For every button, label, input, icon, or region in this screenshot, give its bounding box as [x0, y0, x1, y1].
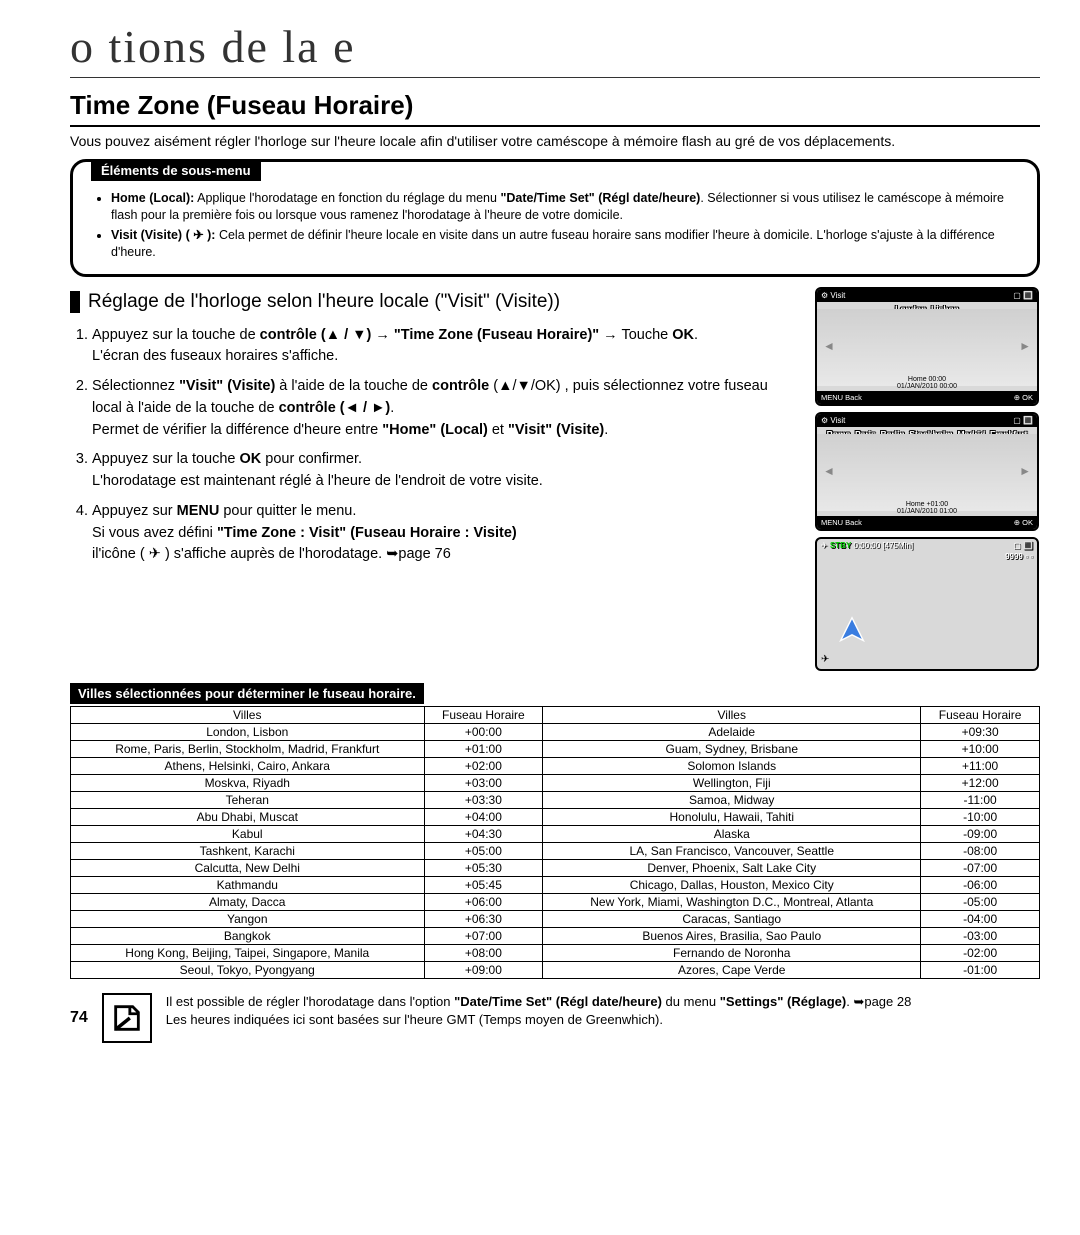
step-3: Appuyez sur la touche OK pour confirmer.… [92, 449, 801, 493]
step-2: Sélectionnez "Visit" (Visite) à l'aide d… [92, 376, 801, 441]
table-row: Abu Dhabi, Muscat+04:00Honolulu, Hawaii,… [71, 808, 1040, 825]
table-row: Moskva, Riyadh+03:00Wellington, Fiji+12:… [71, 774, 1040, 791]
chapter-title: o tions de la e [70, 20, 1040, 78]
table-row: Kabul+04:30Alaska-09:00 [71, 825, 1040, 842]
footnote-row: 74 Il est possible de régler l'horodatag… [70, 993, 1040, 1043]
page-number: 74 [70, 1009, 88, 1027]
table-header: Villes [543, 706, 921, 723]
timezone-table: VillesFuseau HoraireVillesFuseau Horaire… [70, 706, 1040, 979]
cursor-icon [835, 615, 869, 651]
step-4: Appuyez sur MENU pour quitter le menu. S… [92, 501, 801, 566]
table-row: Tashkent, Karachi+05:00LA, San Francisco… [71, 842, 1040, 859]
submenu-label: Éléments de sous-menu [91, 160, 261, 181]
left-arrow-icon: ◄ [823, 464, 835, 478]
table-row: Teheran+03:30Samoa, Midway-11:00 [71, 791, 1040, 808]
screen-visit-rome: ⚙ Visit▢ 🔳 Rome, Paris, Berlin, Stockhol… [815, 412, 1039, 531]
note-icon [102, 993, 152, 1043]
screen-visit-london: ⚙ Visit▢ 🔳 London, Lisbon ◄ ► Home 00:00… [815, 287, 1039, 406]
table-caption: Villes sélectionnées pour déterminer le … [70, 683, 424, 704]
table-header: Fuseau Horaire [424, 706, 543, 723]
table-row: Bangkok+07:00Buenos Aires, Brasilia, Sao… [71, 927, 1040, 944]
submenu-box: Éléments de sous-menu Home (Local): Appl… [70, 159, 1040, 277]
footnote-text: Il est possible de régler l'horodatage d… [166, 993, 912, 1029]
table-header: Villes [71, 706, 425, 723]
table-row: Athens, Helsinki, Cairo, Ankara+02:00Sol… [71, 757, 1040, 774]
visit-plane-icon: ✈ [821, 654, 829, 665]
table-row: London, Lisbon+00:00Adelaide+09:30 [71, 723, 1040, 740]
screen-stby: ✈ STBY 0:00:00 [475Min]▢ 🔳 9999 ▫ ▫ ✈ [815, 537, 1039, 671]
table-row: Rome, Paris, Berlin, Stockholm, Madrid, … [71, 740, 1040, 757]
table-header: Fuseau Horaire [921, 706, 1040, 723]
table-row: Hong Kong, Beijing, Taipei, Singapore, M… [71, 944, 1040, 961]
submenu-item-home: Home (Local): Applique l'horodatage en f… [111, 190, 1019, 224]
left-arrow-icon: ◄ [823, 339, 835, 353]
table-row: Calcutta, New Delhi+05:30Denver, Phoenix… [71, 859, 1040, 876]
steps-list: Appuyez sur la touche de contrôle (▲ / ▼… [70, 325, 801, 567]
submenu-item-visit: Visit (Visite) ( ✈ ): Cela permet de déf… [111, 227, 1019, 261]
table-row: Seoul, Tokyo, Pyongyang+09:00Azores, Cap… [71, 961, 1040, 978]
right-arrow-icon: ► [1019, 339, 1031, 353]
table-row: Yangon+06:30Caracas, Santiago-04:00 [71, 910, 1040, 927]
page-title: Time Zone (Fuseau Horaire) [70, 90, 1040, 127]
section-header: Réglage de l'horloge selon l'heure local… [70, 291, 560, 313]
step-1: Appuyez sur la touche de contrôle (▲ / ▼… [92, 325, 801, 369]
screenshots-column: ⚙ Visit▢ 🔳 London, Lisbon ◄ ► Home 00:00… [815, 287, 1040, 677]
table-row: Almaty, Dacca+06:00New York, Miami, Wash… [71, 893, 1040, 910]
table-row: Kathmandu+05:45Chicago, Dallas, Houston,… [71, 876, 1040, 893]
right-arrow-icon: ► [1019, 464, 1031, 478]
intro-text: Vous pouvez aisément régler l'horloge su… [70, 133, 1040, 149]
